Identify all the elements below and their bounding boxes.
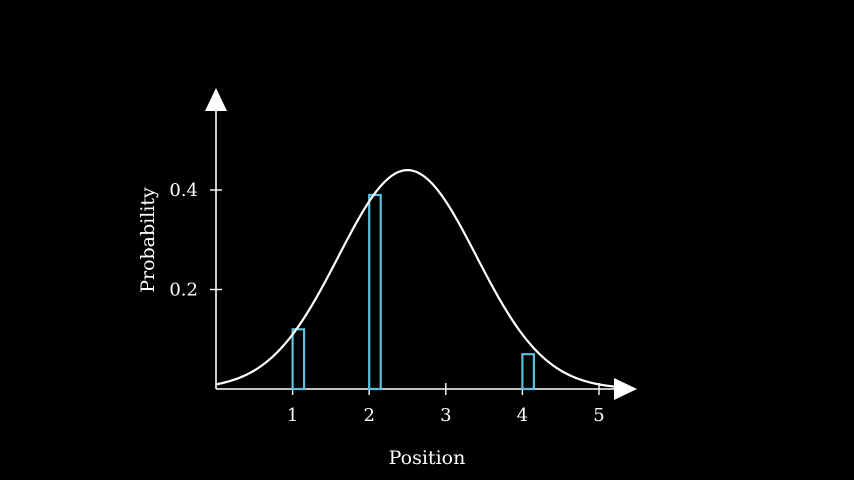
x-tick-label: 2 (363, 405, 374, 426)
x-axis-label: Position (389, 447, 466, 469)
axes (205, 88, 637, 400)
y-tick-label: 0.2 (169, 280, 198, 301)
x-tick-label: 4 (517, 405, 528, 426)
x-tick-label: 3 (440, 405, 451, 426)
ticks: 1 2 3 4 5 0.2 0.4 (169, 180, 604, 426)
bar (291, 328, 306, 391)
y-axis-label: Probability (137, 187, 159, 293)
y-tick-label: 0.4 (169, 180, 198, 201)
bars (291, 193, 535, 391)
bar (368, 193, 382, 391)
bar (521, 353, 535, 391)
curve-layer (215, 169, 623, 389)
y-axis-arrowhead (205, 88, 227, 111)
x-tick-label: 5 (593, 405, 604, 426)
density-curve (215, 169, 623, 389)
x-axis-arrowhead (614, 378, 637, 400)
x-tick-label: 1 (287, 405, 298, 426)
